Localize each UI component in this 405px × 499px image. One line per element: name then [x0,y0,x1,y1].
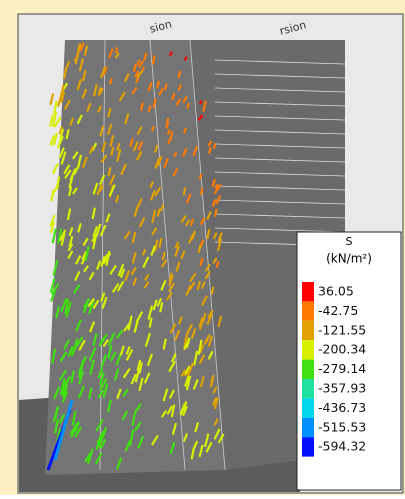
field-arrow [116,47,117,53]
field-arrow [179,71,180,78]
legend-value: -42.75 [318,303,358,318]
field-arrow [170,52,171,56]
legend-swatch [302,437,314,456]
field-arrow [184,188,186,196]
field-arrow [165,84,167,90]
screenshot: sion rsion S (kN/m²) 36.05-42.75-121.55-… [0,0,405,495]
field-arrow [209,148,210,154]
field-arrow [201,188,202,195]
legend-value: -357.93 [318,381,366,396]
legend-value: 36.05 [318,284,354,299]
legend-value: -279.14 [318,361,366,376]
legend-scale: 36.05 -42.75 -121.55 -200.34 -279.14 -357.93 -… [302,282,366,457]
legend-title: S [346,235,353,248]
legend-unit: (kN/m²) [326,252,372,266]
legend-value: -200.34 [318,342,366,357]
legend-swatch [302,301,314,320]
legend-swatch [302,282,314,301]
legend-swatch [302,379,314,398]
field-arrow [212,287,214,295]
legend-swatch [302,360,314,379]
legend-swatch [302,340,314,359]
legend-value: -515.53 [318,419,366,434]
legend-swatch [302,418,314,437]
legend-value: -121.55 [318,322,366,337]
legend-swatch [302,321,314,340]
legend-value: -436.73 [318,400,366,415]
legend-value: -594.32 [318,439,366,454]
field-arrow [214,143,216,149]
legend-swatch [302,398,314,417]
